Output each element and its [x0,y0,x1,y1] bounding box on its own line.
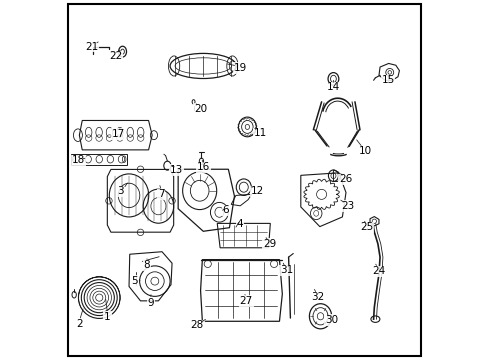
Text: 12: 12 [250,186,263,197]
Text: 23: 23 [341,201,354,211]
Text: 28: 28 [190,320,203,330]
Text: 9: 9 [147,298,154,308]
Text: 4: 4 [236,219,243,229]
Text: 18: 18 [72,155,85,165]
Text: 10: 10 [358,145,371,156]
Text: 8: 8 [143,260,150,270]
Text: 20: 20 [194,104,207,114]
Text: 13: 13 [169,165,183,175]
Text: 15: 15 [381,75,394,85]
Text: 6: 6 [222,206,229,216]
Text: 3: 3 [117,186,124,197]
Text: 25: 25 [360,222,373,232]
Text: 24: 24 [371,266,385,276]
Text: 30: 30 [324,315,337,325]
Text: 21: 21 [85,42,99,51]
Text: 19: 19 [233,63,246,73]
Text: 16: 16 [196,162,209,172]
Text: 2: 2 [76,319,82,329]
Text: 17: 17 [111,129,124,139]
Text: 11: 11 [253,129,267,138]
Text: 29: 29 [263,239,276,249]
Text: 31: 31 [280,265,293,275]
Text: 14: 14 [326,82,339,93]
Text: 32: 32 [311,292,324,302]
Text: 7: 7 [158,189,164,199]
Text: 1: 1 [104,312,111,322]
Text: 26: 26 [338,174,351,184]
Text: 27: 27 [239,296,252,306]
Text: 22: 22 [108,51,122,61]
Text: 5: 5 [130,276,137,286]
